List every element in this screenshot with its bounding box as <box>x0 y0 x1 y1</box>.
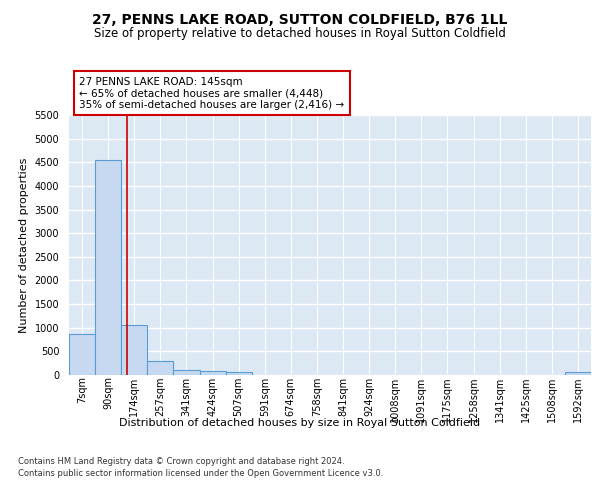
Bar <box>199 370 226 375</box>
Text: Contains HM Land Registry data © Crown copyright and database right 2024.: Contains HM Land Registry data © Crown c… <box>18 458 344 466</box>
Text: 27, PENNS LAKE ROAD, SUTTON COLDFIELD, B76 1LL: 27, PENNS LAKE ROAD, SUTTON COLDFIELD, B… <box>92 12 508 26</box>
Text: Distribution of detached houses by size in Royal Sutton Coldfield: Distribution of detached houses by size … <box>119 418 481 428</box>
Text: Contains public sector information licensed under the Open Government Licence v3: Contains public sector information licen… <box>18 469 383 478</box>
Text: 27 PENNS LAKE ROAD: 145sqm
← 65% of detached houses are smaller (4,448)
35% of s: 27 PENNS LAKE ROAD: 145sqm ← 65% of deta… <box>79 76 344 110</box>
Bar <box>226 372 252 375</box>
Bar <box>148 362 173 375</box>
Bar <box>565 372 591 375</box>
Bar <box>121 325 148 375</box>
Bar <box>95 160 121 375</box>
Text: Size of property relative to detached houses in Royal Sutton Coldfield: Size of property relative to detached ho… <box>94 28 506 40</box>
Y-axis label: Number of detached properties: Number of detached properties <box>19 158 29 332</box>
Bar <box>69 334 95 375</box>
Bar <box>173 370 199 375</box>
